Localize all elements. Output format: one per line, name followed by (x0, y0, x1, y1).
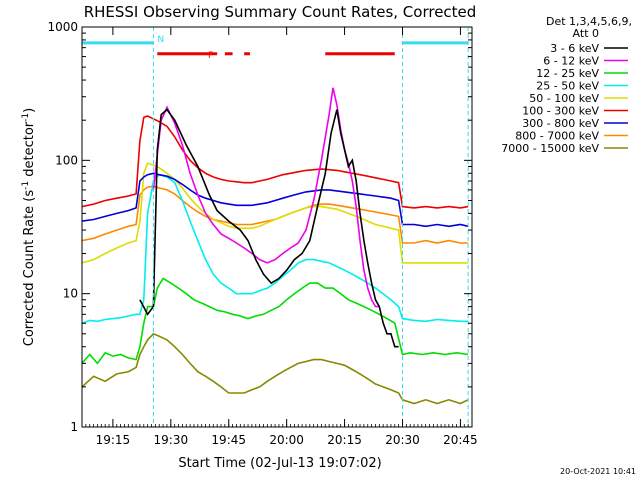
plot-frame (81, 26, 473, 428)
x-tick-label: 19:45 (211, 433, 246, 447)
series-line-100-300-kev (82, 115, 469, 209)
x-tick-label: 20:00 (269, 433, 304, 447)
legend-label: 800 - 7000 keV (515, 130, 599, 143)
markers-layer (152, 27, 469, 427)
y-tick-label: 100 (55, 153, 78, 167)
legend-label: 25 - 50 keV (536, 80, 599, 93)
series-line-300-800-kev (82, 172, 469, 228)
y-axis-label-exponent-2: -1 (21, 113, 31, 122)
y-axis-label-exponent-1: -1 (21, 181, 31, 190)
y-tick-label: 1000 (47, 20, 78, 34)
series-line-25-50-kev (82, 173, 469, 324)
x-tick-label: 20:30 (385, 433, 420, 447)
legend-label: 6 - 12 keV (543, 55, 599, 68)
y-axis-label: Corrected Count Rate (s-1 detector-1) (21, 108, 37, 346)
series-line-3-6-kev (139, 108, 399, 348)
series-layer (82, 87, 469, 405)
y-tick-label: 1 (70, 420, 78, 434)
flag-label-n: N (157, 35, 164, 45)
y-axis-label-end: ) (22, 108, 37, 113)
y-axis-label-middle: detector (22, 121, 37, 181)
timestamp: 20-Oct-2021 10:41 (560, 467, 636, 476)
flag-label-f: F (208, 51, 213, 61)
series-line-12-25-kev (82, 277, 469, 365)
series-line-7000-15000-kev (82, 332, 469, 405)
chart-title: RHESSI Observing Summary Count Rates, Co… (84, 3, 477, 21)
legend-label: 50 - 100 keV (529, 92, 599, 105)
x-tick-label: 20:45 (443, 433, 478, 447)
flags-layer: NF (82, 35, 469, 61)
legend-header-line-2: Att 0 (573, 27, 599, 40)
legend-label: 100 - 300 keV (522, 105, 599, 118)
y-axis-label-main: Corrected Count Rate (s (22, 190, 37, 347)
series-line-6-12-kev (152, 87, 380, 308)
series-line-50-100-kev (82, 162, 469, 264)
x-tick-label: 19:15 (96, 433, 131, 447)
legend-label: 3 - 6 keV (550, 42, 599, 55)
x-tick-label: 19:30 (154, 433, 189, 447)
y-axis: 1 10 100 1000 (47, 20, 472, 434)
x-axis: 19:15 19:30 19:45 20:00 20:15 20:30 20:45 (85, 27, 478, 447)
x-tick-label: 20:15 (327, 433, 362, 447)
legend-header-line-1: Det 1,3,4,5,6,9, (546, 15, 632, 28)
legend-label: 7000 - 15000 keV (501, 142, 599, 155)
legend-label: 300 - 800 keV (522, 117, 599, 130)
series-line-800-7000-kev (82, 185, 469, 244)
x-axis-label: Start Time (02-Jul-13 19:07:02) (178, 456, 381, 471)
legend-label: 12 - 25 keV (536, 67, 599, 80)
y-tick-label: 10 (63, 287, 78, 301)
